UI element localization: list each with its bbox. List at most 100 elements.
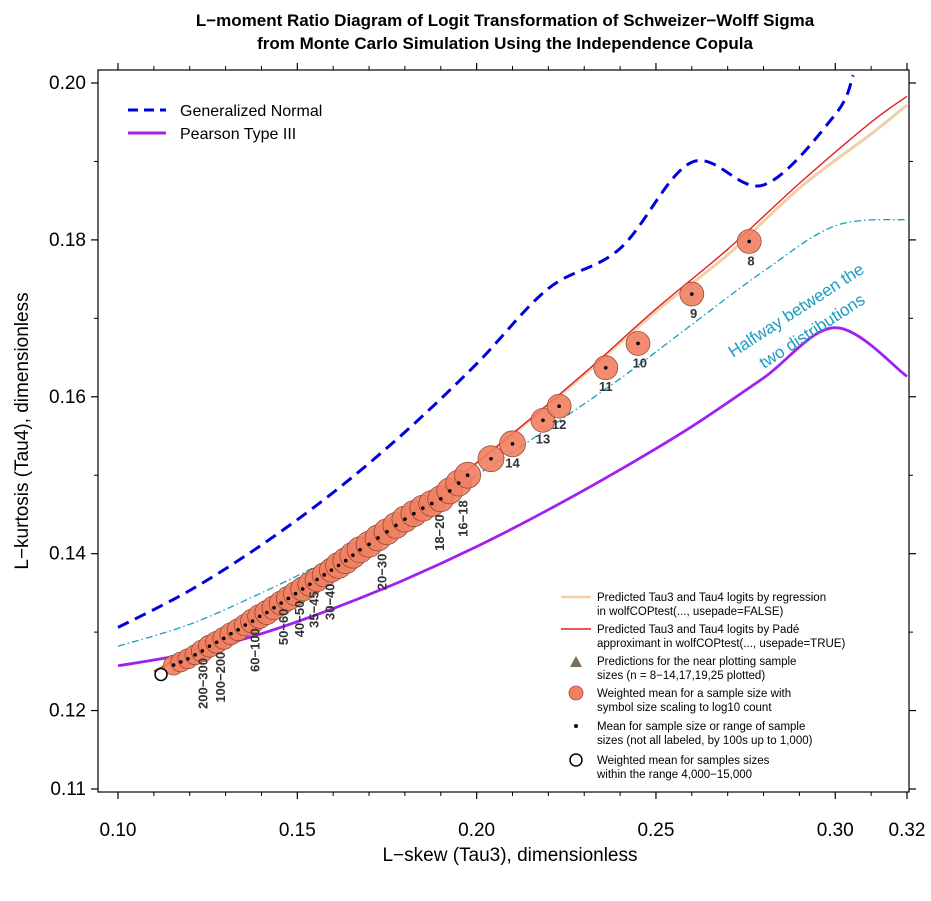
sample-mean-dot-46 (747, 239, 751, 244)
y-tick-label-0: 0.11 (50, 779, 86, 800)
x-axis-label: L−skew (Tau3), dimensionless (382, 845, 637, 866)
sample-mean-dot-31 (403, 517, 407, 521)
x-tick-label-2: 0.20 (458, 820, 495, 841)
legend-pade-label-1: Predicted Tau3 and Tau4 logits by Padé (597, 624, 799, 636)
sample-mean-dot-21 (322, 573, 327, 577)
sample-mean-dot-39 (489, 456, 493, 461)
sample-mean-dot-12 (257, 614, 262, 619)
x-tick-label-5: 0.32 (889, 820, 926, 841)
sample-size-label-3: 11 (599, 379, 613, 394)
chart-title-line2: from Monte Carlo Simulation Using the In… (257, 34, 753, 53)
y-tick-label-3: 0.16 (49, 387, 86, 408)
legend-mean-dot (574, 724, 578, 728)
legend-mean-label-1: Mean for sample size or range of sample (597, 721, 805, 733)
sample-mean-dot-9 (236, 627, 240, 632)
sample-mean-dot-41 (541, 418, 545, 423)
sample-size-label-5: 13 (536, 432, 550, 447)
sample-mean-dot-18 (300, 587, 305, 591)
sample-size-label-8: 18−20 (432, 514, 447, 551)
legend-mean-label-2: sizes (not all labeled, by 100s up to 1,… (597, 735, 813, 747)
sample-mean-dot-0 (171, 663, 176, 667)
sample-mean-dot-17 (293, 591, 298, 596)
sample-mean-dot-19 (308, 582, 312, 587)
sample-mean-dot-26 (358, 547, 362, 552)
sample-mean-dot-3 (193, 653, 197, 657)
y-tick-label-5: 0.20 (49, 73, 86, 94)
plot-frame (97, 69, 910, 793)
sample-mean-dot-24 (343, 558, 348, 563)
x-tick-label-1: 0.15 (279, 820, 316, 841)
sample-mean-dot-7 (221, 636, 226, 641)
sample-mean-dot-35 (438, 496, 443, 501)
sample-mean-dot-37 (456, 481, 461, 485)
series-line-0 (117, 74, 855, 629)
legend-bottom: Predicted Tau3 and Tau4 logits by regres… (561, 592, 845, 781)
sample-mean-dot-33 (421, 506, 425, 510)
sample-size-label-13: 50−60 (276, 609, 291, 646)
sample-mean-dot-1 (178, 660, 183, 664)
axis-ticks: 0.10 0.15 0.20 0.25 0.30 0.32 0.11 0.12 0.14 0.16… (49, 63, 925, 841)
sample-mean-dot-25 (351, 553, 355, 558)
x-tick-label-4: 0.30 (817, 820, 854, 841)
sample-mean-dot-36 (447, 489, 452, 493)
legend-weighted-label-1: Weighted mean for a sample size with (597, 688, 791, 700)
sample-mean-dot-8 (229, 631, 233, 636)
sample-size-label-14: 60−100 (247, 628, 262, 672)
sample-mean-dot-11 (250, 619, 255, 623)
sample-mean-dot-29 (385, 529, 389, 534)
legend-open-label-2: within the range 4,000−15,000 (596, 769, 752, 781)
weighted-mean-points (154, 229, 762, 682)
x-tick-label-3: 0.25 (637, 820, 674, 841)
legend-pe3-label: Pearson Type III (180, 126, 296, 143)
legend-regression-label-1: Predicted Tau3 and Tau4 logits by regres… (597, 592, 826, 604)
sample-size-label-0: 8 (747, 254, 754, 269)
sample-size-label-15: 100−200 (213, 652, 228, 703)
curves (117, 74, 908, 673)
series-line-4 (153, 95, 908, 672)
sample-size-label-1: 9 (690, 306, 697, 321)
series-line-1 (117, 326, 908, 668)
legend-prediction-label-1: Predictions for the near plotting sample (597, 656, 796, 668)
sample-mean-dot-45 (690, 292, 694, 296)
y-axis-label: L−kurtosis (Tau4), dimensionless (12, 292, 33, 569)
sample-size-label-16: 200−300 (195, 658, 210, 709)
sample-mean-dot-30 (394, 523, 398, 528)
sample-mean-dot-20 (315, 577, 319, 582)
sample-size-label-4: 12 (552, 417, 566, 432)
sample-mean-dot-23 (336, 563, 341, 568)
sample-mean-dot-4 (200, 649, 205, 653)
sample-size-label-9: 20−30 (375, 554, 390, 591)
sample-mean-dot-38 (465, 473, 470, 478)
sample-mean-dot-6 (214, 640, 219, 645)
legend-prediction-label-2: sizes (n = 8−14,17,19,25 plotted) (597, 670, 765, 682)
series-line-3 (153, 103, 908, 673)
sample-mean-dot-16 (286, 596, 291, 601)
sample-size-label-12: 40−50 (292, 601, 307, 638)
legend-top: Generalized Normal Pearson Type III (128, 103, 322, 143)
sample-mean-dot-22 (329, 568, 334, 572)
legend-open-circle (569, 753, 583, 767)
sample-mean-dot-13 (265, 610, 269, 615)
legend-regression-label-2: in wolfCOPtest(..., usepade=FALSE) (597, 606, 783, 618)
y-tick-label-2: 0.14 (49, 544, 86, 565)
high-n-weighted-mean (154, 667, 168, 682)
sample-mean-dot-32 (412, 511, 416, 516)
legend-gennorm-label: Generalized Normal (180, 103, 322, 120)
sample-mean-dot-44 (636, 341, 640, 346)
sample-mean-dot-27 (367, 542, 371, 547)
sample-mean-dot-40 (510, 442, 515, 446)
sample-mean-dot-14 (272, 605, 276, 610)
sample-mean-dot-43 (603, 365, 608, 370)
sample-mean-dot-5 (207, 644, 212, 649)
y-tick-label-4: 0.18 (49, 230, 86, 251)
legend-open-label-1: Weighted mean for samples sizes (597, 755, 770, 767)
legend-weighted-label-2: symbol size scaling to log10 count (597, 702, 772, 714)
sample-mean-dot-10 (243, 623, 248, 627)
sample-mean-dot-2 (186, 656, 190, 661)
legend-pade-label-2: approximant in wolfCOPtest(..., usepade=… (597, 638, 845, 650)
sample-size-label-7: 16−18 (455, 500, 470, 537)
sample-mean-dot-15 (279, 601, 283, 605)
sample-mean-dot-34 (430, 501, 434, 506)
